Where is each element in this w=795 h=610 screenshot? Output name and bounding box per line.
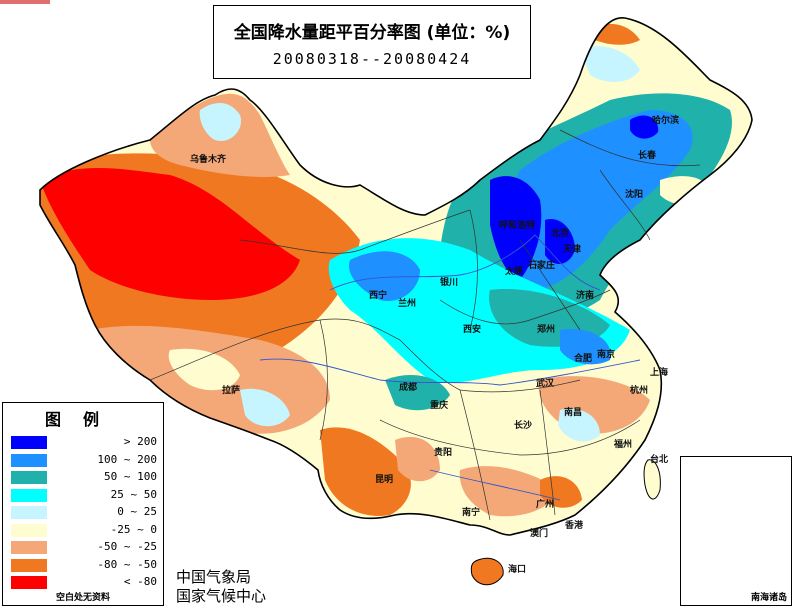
country-border	[39, 17, 753, 536]
city-yinchuan: 银川	[440, 278, 459, 288]
legend-row: 25 ~ 50	[11, 487, 161, 503]
city-hefei: 合肥	[574, 354, 593, 364]
city-hongkong: 香港	[565, 521, 584, 531]
hainan-island	[470, 557, 504, 586]
legend-swatch	[11, 541, 47, 554]
legend-row: -80 ~ -50	[11, 557, 161, 573]
province-borders	[149, 129, 701, 521]
city-beijing: 北京	[551, 229, 570, 239]
south-china-sea-inset-frame: 南海诸岛	[680, 456, 792, 606]
legend-swatch	[11, 506, 47, 519]
city-nanning: 南宁	[462, 508, 481, 518]
legend-no-data-note: 空白处无资料	[55, 593, 110, 603]
city-urumqi: 乌鲁木齐	[190, 155, 227, 165]
legend-row: < -80	[11, 575, 161, 590]
city-nanjing: 南京	[597, 350, 616, 360]
legend-label: -50 ~ -25	[97, 540, 157, 553]
city-xining: 西宁	[369, 291, 388, 301]
legend-title: 图例	[44, 410, 121, 429]
city-zhengzhou: 郑州	[537, 325, 556, 335]
city-wuhan: 武汉	[536, 379, 555, 389]
inset-label: 南海诸岛	[750, 593, 787, 603]
city-nanchang: 南昌	[564, 408, 583, 418]
city-xian: 西安	[463, 325, 482, 335]
issuer-ncc: 国家气候中心	[176, 587, 267, 605]
city-shijiazhuang: 石家庄	[528, 261, 556, 271]
map-title: 全国降水量距平百分率图 (单位：%)	[233, 23, 511, 43]
legend-swatch	[11, 558, 47, 572]
rivers	[259, 234, 641, 501]
city-taibei: 台北	[650, 455, 669, 465]
city-taiyuan: 太原	[505, 267, 524, 277]
city-macao: 澳门	[530, 529, 549, 539]
legend: 图例 > 200 100 ~ 200 50 ~ 100 25 ~ 50 0 ~ 25 -2…	[2, 402, 164, 606]
legend-label: > 200	[123, 435, 157, 448]
city-harbin: 哈尔滨	[652, 116, 680, 126]
legend-label: < -80	[123, 575, 157, 588]
map-title-box: 全国降水量距平百分率图 (单位：%) 20080318--20080424	[213, 5, 531, 79]
issuer-cma: 中国气象局	[176, 568, 252, 586]
city-tianjin: 天津	[563, 245, 582, 255]
legend-label: 25 ~ 50	[110, 487, 157, 501]
city-fuzhou: 福州	[614, 440, 633, 450]
city-guiyang: 贵阳	[434, 448, 453, 458]
city-guangzhou: 广州	[536, 500, 555, 510]
legend-row: -50 ~ -25	[11, 540, 161, 555]
legend-row: -25 ~ 0	[11, 522, 161, 538]
legend-label: -80 ~ -50	[97, 557, 157, 571]
legend-swatch	[11, 453, 47, 467]
city-shanghai: 上海	[650, 368, 669, 378]
legend-row: 0 ~ 25	[11, 505, 161, 520]
legend-swatch	[11, 576, 47, 589]
city-jinan: 济南	[576, 291, 595, 301]
city-chongqing: 重庆	[430, 401, 449, 411]
date-range: 20080318--20080424	[272, 50, 472, 68]
city-shenyang: 沈阳	[625, 190, 644, 200]
city-hangzhou: 杭州	[630, 386, 649, 396]
legend-label: 0 ~ 25	[117, 505, 157, 518]
city-changsha: 长沙	[514, 421, 533, 431]
legend-row: 50 ~ 100	[11, 470, 161, 485]
city-hohhot: 呼和浩特	[499, 221, 536, 231]
legend-swatch	[11, 471, 47, 484]
city-lhasa: 拉萨	[222, 386, 241, 396]
legend-swatch	[11, 523, 47, 537]
legend-swatch	[11, 436, 47, 449]
city-lanzhou: 兰州	[398, 299, 417, 309]
legend-label: 100 ~ 200	[97, 452, 157, 466]
taiwan-island	[643, 459, 661, 500]
legend-label: 50 ~ 100	[104, 470, 157, 483]
city-haikou: 海口	[508, 565, 527, 575]
legend-label: -25 ~ 0	[110, 522, 157, 536]
city-chengdu: 成都	[399, 383, 418, 393]
legend-row: > 200	[11, 435, 161, 450]
legend-row: 100 ~ 200	[11, 452, 161, 468]
city-kunming: 昆明	[375, 475, 394, 485]
corner-mark	[0, 0, 50, 4]
city-changchun: 长春	[638, 151, 657, 161]
legend-swatch	[11, 488, 47, 502]
